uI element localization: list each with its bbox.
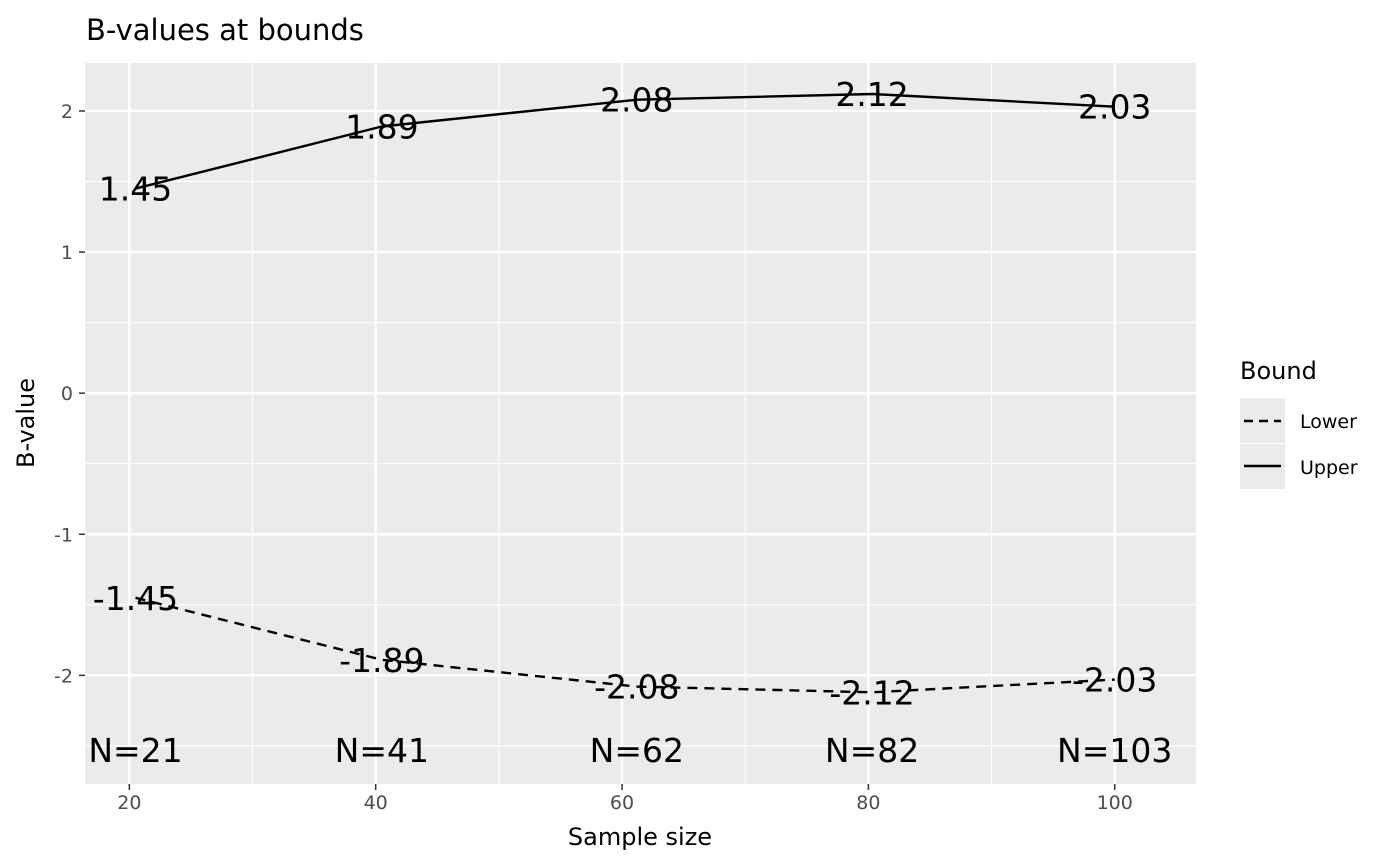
y-tick-label: 2 [61, 101, 73, 123]
y-axis-title: B-value [12, 378, 40, 468]
sample-size-annotation: N=62 [590, 731, 684, 770]
plot-panel: -1.45 -1.89 -2.08 -2.12 -2.03 1.45 1.89 2.08 2.1… [85, 63, 1196, 784]
data-label-lower: -1.89 [339, 641, 424, 680]
x-axis-title: Sample size [568, 823, 712, 851]
y-tick-label: 0 [61, 383, 73, 405]
sample-size-annotation: N=21 [88, 731, 182, 770]
x-tick-label: 40 [364, 792, 388, 814]
x-tick-label: 80 [856, 792, 880, 814]
x-tick-label: 60 [610, 792, 634, 814]
data-label-lower: -2.08 [594, 668, 679, 707]
data-label-lower: -2.03 [1072, 661, 1157, 700]
legend-label-upper: Upper [1300, 457, 1358, 479]
legend: Bound Lower Upper [1240, 357, 1358, 489]
data-label-lower: -1.45 [93, 579, 178, 618]
y-tick-label: -1 [54, 524, 73, 546]
y-tick-label: 1 [61, 242, 73, 264]
data-label-lower: -2.12 [829, 673, 914, 712]
panel-background [85, 63, 1196, 784]
x-tick-label: 100 [1097, 792, 1133, 814]
legend-title: Bound [1240, 357, 1317, 385]
series-layer [135, 92, 1115, 694]
chart-title: B-values at bounds [86, 13, 364, 47]
data-label-upper: 1.45 [99, 170, 172, 209]
data-label-upper: 2.08 [600, 81, 673, 120]
legend-label-lower: Lower [1300, 411, 1357, 433]
x-tick-label: 20 [117, 792, 141, 814]
series-line-lower [135, 596, 1115, 694]
data-label-layer: -1.45 -1.89 -2.08 -2.12 -2.03 1.45 1.89 2.08 2.1… [88, 75, 1172, 770]
major-gridlines [85, 63, 1196, 784]
data-label-upper: 2.12 [835, 75, 908, 114]
sample-size-annotation: N=103 [1057, 731, 1172, 770]
series-line-upper [135, 92, 1115, 190]
sample-size-annotation: N=41 [335, 731, 429, 770]
y-axis: 2 1 0 -1 -2 [54, 101, 85, 687]
data-label-upper: 1.89 [345, 107, 418, 146]
data-label-upper: 2.03 [1078, 88, 1151, 127]
minor-gridlines [85, 63, 1196, 784]
sample-size-annotation: N=82 [825, 731, 919, 770]
x-axis: 20 40 60 80 100 [117, 784, 1133, 814]
y-tick-label: -2 [54, 665, 73, 687]
